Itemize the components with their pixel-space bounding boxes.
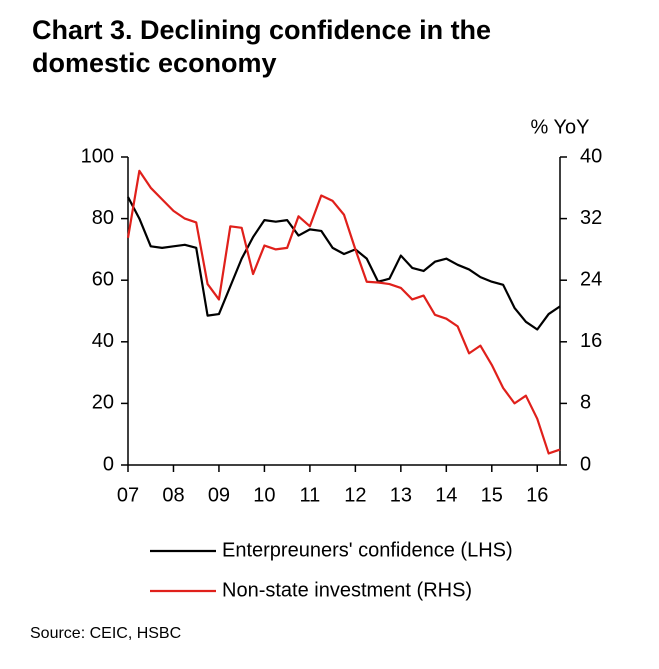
legend-label: Non-state investment (RHS): [222, 579, 472, 601]
x-tick-label: 09: [208, 484, 230, 506]
y-tick-label: 40: [92, 330, 114, 352]
y2-tick-label: 0: [580, 453, 591, 475]
x-tick-label: 13: [390, 484, 412, 506]
chart-title: Chart 3. Declining confidence in the dom…: [32, 15, 492, 78]
x-tick-label: 15: [481, 484, 503, 506]
y2-axis-label: % YoY: [531, 116, 590, 138]
x-tick-label: 16: [526, 484, 548, 506]
y2-tick-label: 8: [580, 392, 591, 414]
x-tick-label: 11: [300, 484, 321, 506]
x-tick-label: 14: [435, 484, 457, 506]
x-tick-label: 10: [253, 484, 275, 506]
series-line: [126, 169, 561, 455]
x-tick-label: 12: [344, 484, 366, 506]
y-tick-label: 0: [103, 453, 114, 475]
y2-tick-label: 24: [580, 268, 602, 290]
y2-tick-label: 40: [580, 145, 602, 167]
legend-label: Enterpreuners' confidence (LHS): [222, 539, 513, 561]
y2-tick-label: 32: [580, 207, 602, 229]
series-line: [127, 196, 561, 331]
y-tick-label: 80: [92, 207, 114, 229]
y-tick-label: 60: [92, 268, 114, 290]
y-tick-label: 100: [81, 145, 114, 167]
x-tick-label: 08: [162, 484, 184, 506]
x-tick-label: 07: [117, 484, 139, 506]
source: Source: CEIC, HSBC: [30, 625, 181, 642]
y-tick-label: 20: [92, 392, 114, 414]
y2-tick-label: 16: [580, 330, 602, 352]
